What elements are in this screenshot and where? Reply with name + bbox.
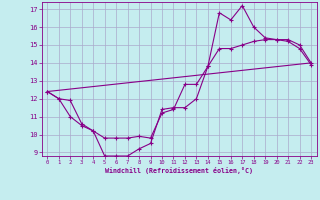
X-axis label: Windchill (Refroidissement éolien,°C): Windchill (Refroidissement éolien,°C) [105, 167, 253, 174]
